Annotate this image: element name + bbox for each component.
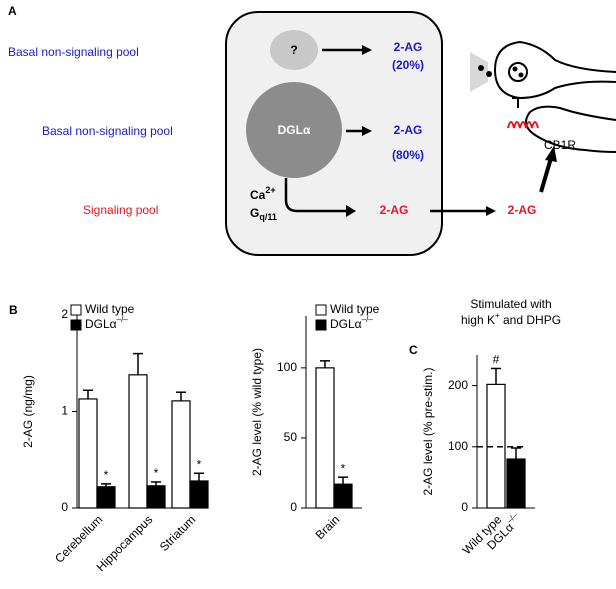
annotation: * [341, 461, 346, 475]
product-label: 2-AG [394, 123, 423, 137]
enzyme-label: DGLα [278, 123, 311, 137]
y-tick-label: 100 [448, 439, 468, 453]
annotation: * [154, 466, 159, 480]
vesicle [518, 72, 524, 78]
bar [506, 458, 526, 509]
product-share: (80%) [392, 148, 424, 162]
arrow-head [346, 205, 356, 217]
legend-label: DGLα–/– [85, 315, 128, 331]
y-tick-label: 0 [61, 500, 68, 514]
annotation: * [104, 468, 109, 482]
y-axis-label: 2-AG level (% wild type) [250, 348, 264, 476]
bar [96, 486, 116, 509]
unknown-label: ? [290, 43, 297, 57]
panel-label: C [409, 343, 418, 357]
y-axis-label: 2-AG level (% pre-stim.) [421, 367, 435, 495]
vesicle-pool [508, 62, 528, 82]
x-tick-label: Cerebellum [52, 512, 105, 565]
pool-label: Signaling pool [83, 203, 158, 217]
legend-swatch [70, 319, 82, 331]
chart-title: Stimulated with [470, 297, 551, 311]
bar [128, 374, 148, 509]
legend-label: Wild type [85, 302, 135, 316]
arrow [539, 157, 553, 193]
panel-a: A Basal non-signaling pool Basal non-sig… [8, 4, 616, 256]
vesicle [478, 65, 484, 71]
bar [146, 485, 166, 509]
arrow-head [486, 206, 496, 216]
x-tick-label: Brain [313, 512, 343, 542]
legend-swatch [315, 319, 327, 331]
product-label: 2-AG [380, 203, 409, 217]
dgl-enzyme [246, 82, 342, 178]
panel-label: A [8, 4, 17, 18]
bar [315, 367, 335, 509]
y-tick-label: 1 [61, 404, 68, 418]
x-tick-label: Striatum [157, 512, 198, 553]
legend-label: Wild type [330, 302, 380, 316]
bar [189, 480, 209, 509]
inhibition [512, 97, 524, 108]
release-glow [470, 52, 488, 92]
cofactor: Gq/11 [250, 206, 277, 222]
presynaptic-terminal [493, 40, 616, 100]
arrow [284, 178, 348, 213]
y-tick-label: 0 [461, 500, 468, 514]
released-label: 2-AG [508, 203, 537, 217]
vesicle [512, 66, 518, 72]
arrow-head [362, 45, 372, 55]
bar [333, 483, 353, 509]
y-tick-label: 50 [284, 430, 298, 444]
cofactor: Ca2+ [250, 185, 276, 202]
receptor [507, 121, 539, 129]
pool-label: Basal non-signaling pool [8, 45, 139, 59]
annotation: # [493, 353, 500, 367]
legend-swatch [315, 304, 327, 316]
legend-label: DGLα–/– [330, 315, 373, 331]
y-tick-label: 0 [290, 500, 297, 514]
vesicle [486, 71, 492, 77]
y-tick-label: 100 [277, 360, 297, 374]
y-axis-label: 2-AG (ng/mg) [21, 375, 35, 448]
pool-label: Basal non-signaling pool [42, 124, 173, 138]
product-share: (20%) [392, 58, 424, 72]
y-tick-label: 200 [448, 378, 468, 392]
product-label: 2-AG [394, 40, 423, 54]
annotation: * [197, 457, 202, 471]
arrow-head [362, 126, 372, 136]
chart-title: high K+ and DHPG [461, 311, 561, 327]
unknown-source [270, 30, 318, 70]
bar [171, 400, 191, 509]
y-tick-label: 2 [61, 307, 68, 321]
panel-label: B [9, 303, 18, 317]
bar [78, 398, 98, 509]
legend-swatch [70, 304, 82, 316]
receptor-label: CB1R [544, 138, 576, 152]
arrow-head [545, 146, 557, 162]
